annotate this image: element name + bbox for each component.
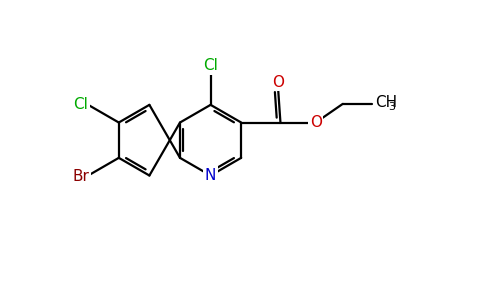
Text: Cl: Cl: [74, 97, 89, 112]
Text: Cl: Cl: [203, 58, 218, 73]
Text: Br: Br: [73, 169, 90, 184]
Text: 3: 3: [389, 102, 395, 112]
Text: O: O: [310, 115, 322, 130]
Text: O: O: [272, 75, 284, 90]
Text: N: N: [205, 168, 216, 183]
Text: CH: CH: [375, 95, 397, 110]
